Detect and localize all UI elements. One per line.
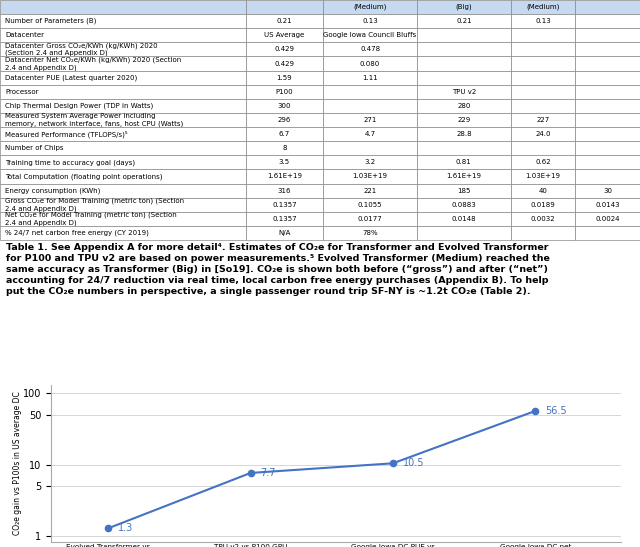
Text: 10.5: 10.5 xyxy=(403,458,424,468)
Text: 7.7: 7.7 xyxy=(260,468,276,478)
Text: Table 1. See Appendix A for more detail⁴. Estimates of CO₂e for Transformer and : Table 1. See Appendix A for more detail⁴… xyxy=(6,243,550,296)
Text: 1.3: 1.3 xyxy=(118,523,133,533)
Y-axis label: CO₂e gain vs P100s in US average DC: CO₂e gain vs P100s in US average DC xyxy=(13,392,22,535)
Text: 56.5: 56.5 xyxy=(545,406,567,416)
